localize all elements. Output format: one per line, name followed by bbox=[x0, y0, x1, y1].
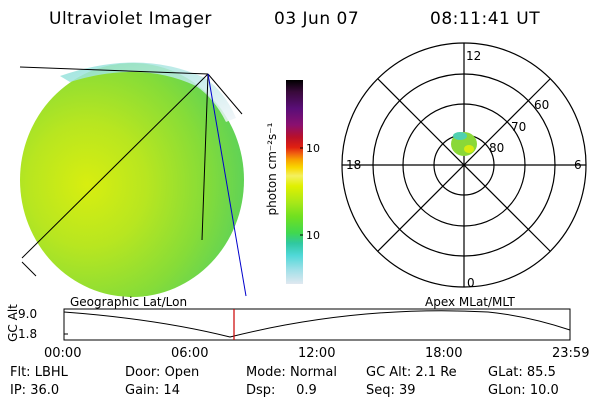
info-glon: GLon: 10.0 bbox=[488, 383, 559, 398]
earth-disk bbox=[20, 63, 244, 297]
timeline-x-tick: 12:00 bbox=[298, 346, 336, 361]
info-glat: GLat: 85.5 bbox=[488, 365, 556, 380]
polar-lat-label: 80 bbox=[489, 141, 504, 155]
date-label: 03 Jun 07 bbox=[274, 9, 360, 29]
polar-plot: 12 18 6 0 60 70 80 bbox=[341, 42, 587, 290]
polar-label-left: 18 bbox=[346, 158, 361, 172]
info-mode: Mode: Normal bbox=[246, 365, 337, 380]
info-dsp: Dsp: 0.9 bbox=[246, 383, 317, 398]
earth-blue-line bbox=[207, 73, 247, 297]
timeline-left-caption: Geographic Lat/Lon bbox=[70, 295, 188, 309]
timeline-y-tick: 9.0 bbox=[18, 307, 38, 321]
timeline-frame bbox=[63, 308, 571, 341]
timeline-x-tick: 06:00 bbox=[171, 346, 209, 361]
timeline-right-caption: Apex MLat/MLT bbox=[425, 295, 515, 309]
time-label: 08:11:41 UT bbox=[430, 9, 541, 29]
info-flt: Flt: LBHL bbox=[10, 365, 68, 380]
colorbar: 100 10 bbox=[286, 80, 320, 284]
polar-label-right: 6 bbox=[574, 158, 582, 172]
info-gain: Gain: 14 bbox=[125, 383, 180, 398]
timeline-plot bbox=[63, 308, 571, 341]
colorbar-unit-label: photon cm⁻²s⁻¹ bbox=[265, 122, 279, 216]
timeline-x-tick: 23:59 bbox=[552, 346, 590, 361]
aurora-blob-edge bbox=[453, 132, 467, 140]
earth-grid-lines bbox=[19, 66, 243, 277]
timeline-y-tick: 1.8 bbox=[18, 327, 38, 341]
app-title: Ultraviolet Imager bbox=[49, 9, 212, 29]
earth-image bbox=[19, 62, 247, 297]
polar-meridian bbox=[377, 78, 551, 252]
polar-lat-label: 60 bbox=[534, 98, 549, 112]
info-door: Door: Open bbox=[125, 365, 200, 380]
colorbar-tick-label: 10 bbox=[306, 229, 320, 242]
polar-label-top: 12 bbox=[466, 49, 481, 63]
earth-limb-glow bbox=[60, 62, 236, 122]
polar-lat-label: 70 bbox=[511, 120, 526, 134]
colorbar-tick-label: 100 bbox=[306, 142, 320, 155]
timeline-x-tick: 00:00 bbox=[44, 346, 82, 361]
colorbar-gradient bbox=[286, 80, 303, 284]
timeline-x-tick: 18:00 bbox=[425, 346, 463, 361]
info-gc-alt: GC Alt: 2.1 Re bbox=[366, 365, 457, 380]
aurora-blob-core bbox=[464, 145, 474, 153]
polar-label-bottom: 0 bbox=[467, 276, 475, 290]
info-ip: IP: 36.0 bbox=[10, 383, 60, 398]
altitude-curve bbox=[63, 310, 571, 338]
info-seq: Seq: 39 bbox=[366, 383, 416, 398]
